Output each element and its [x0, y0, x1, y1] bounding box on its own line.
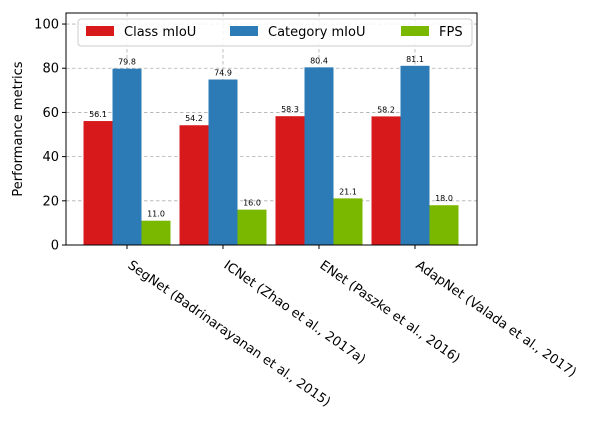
y-tick-label: 0 — [51, 239, 59, 254]
legend-swatch — [401, 26, 429, 36]
data-label: 81.1 — [406, 55, 424, 64]
x-tick-label: AdapNet (Valada et al., 2017) — [413, 258, 579, 381]
data-label: 11.0 — [147, 210, 165, 219]
bar-category-miou — [112, 68, 142, 246]
bar-fps — [237, 209, 267, 245]
y-tick-label: 20 — [42, 194, 59, 209]
legend-label: FPS — [439, 25, 463, 40]
y-tick-label: 80 — [42, 62, 59, 77]
bar-class-miou — [371, 116, 401, 245]
y-tick-label: 100 — [34, 18, 59, 33]
x-tick-label: SegNet (Badrinarayanan et al., 2015) — [125, 258, 333, 410]
data-label: 16.0 — [243, 199, 261, 208]
data-label: 54.2 — [185, 114, 203, 123]
plot-frame — [65, 12, 478, 246]
data-label: 18.0 — [435, 194, 453, 203]
bar-category-miou — [304, 67, 334, 246]
y-axis: 0 20 40 60 80 100 — [34, 18, 66, 254]
y-tick-label: 60 — [42, 106, 59, 121]
bar-class-miou — [179, 125, 209, 245]
data-label: 58.2 — [377, 105, 395, 114]
bars-layer — [83, 65, 459, 246]
data-label: 80.4 — [310, 56, 328, 65]
bar-fps — [141, 220, 171, 245]
y-tick-label: 40 — [42, 150, 59, 165]
data-label: 79.8 — [118, 58, 136, 67]
legend-box — [77, 18, 473, 47]
bar-class-miou — [83, 121, 113, 245]
bar-fps — [429, 205, 459, 245]
data-label: 74.9 — [214, 69, 232, 78]
data-label: 21.1 — [339, 187, 357, 196]
bar-category-miou — [208, 79, 238, 245]
legend: Class mIoU Category mIoU FPS — [77, 18, 473, 47]
data-labels-layer: 56.1 54.2 58.3 58.2 79.8 74.9 80.4 81.1 11.0 16.0… — [89, 55, 453, 219]
data-label: 56.1 — [89, 110, 107, 119]
legend-swatch — [86, 26, 114, 36]
legend-label: Class mIoU — [124, 25, 196, 40]
bar-class-miou — [275, 116, 305, 246]
y-axis-label: Performance metrics — [11, 61, 26, 196]
legend-label: Category mIoU — [268, 25, 365, 40]
bar-category-miou — [400, 65, 430, 245]
bar-fps — [333, 198, 363, 245]
legend-swatch — [230, 26, 258, 36]
data-label: 58.3 — [281, 105, 299, 114]
x-axis: SegNet (Badrinarayanan et al., 2015)ICNe… — [125, 245, 579, 410]
